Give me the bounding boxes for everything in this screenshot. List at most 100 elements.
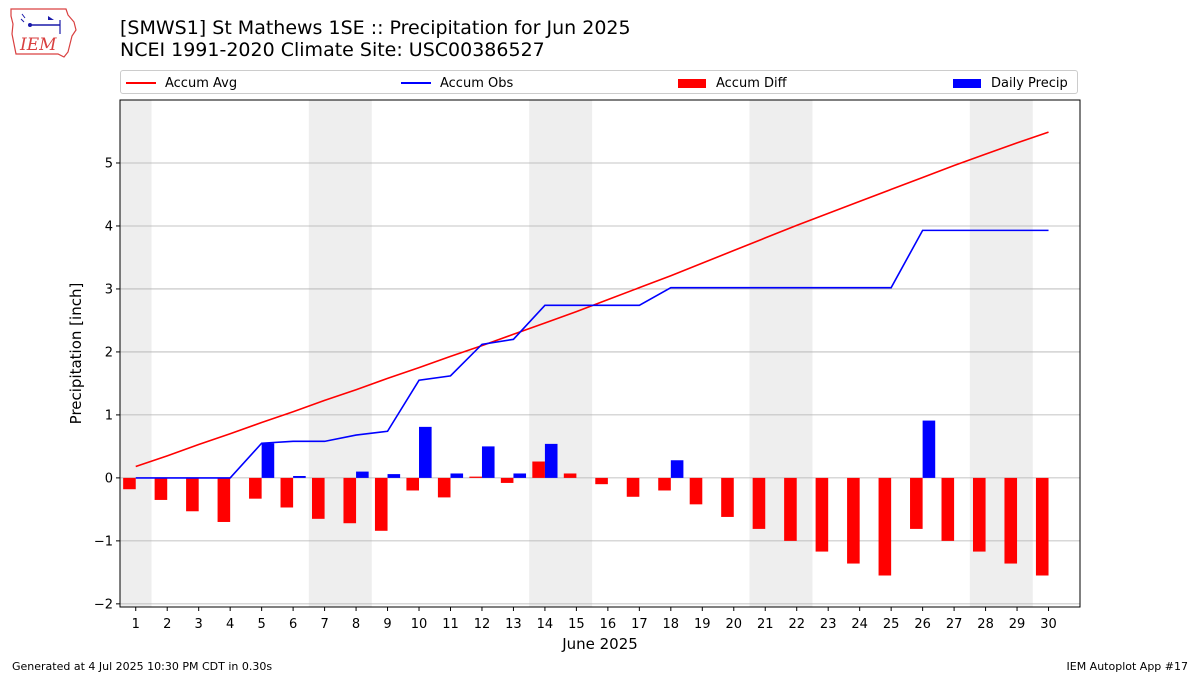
x-axis-label: June 2025 (561, 635, 638, 653)
legend-label-daily-precip: Daily Precip (991, 75, 1068, 91)
weekend-shade-4 (749, 100, 813, 607)
xtick-label-7: 7 (320, 617, 328, 632)
accum-diff-bar-18 (658, 477, 671, 491)
ytick-label-4: 2 (105, 345, 113, 360)
accum-diff-bar-3 (186, 477, 199, 512)
legend-item-accum-obs: Accum Obs (401, 73, 513, 93)
accum-diff-bar-2 (154, 477, 168, 500)
weekend-shade-1 (120, 100, 152, 607)
daily-precip-bar-14 (544, 443, 558, 478)
accum-diff-bar-17 (626, 477, 640, 497)
accum-diff-bar-22 (784, 477, 797, 541)
daily-precip-bar-5 (261, 443, 275, 478)
accum-diff-bar-7 (312, 477, 325, 519)
xtick-label-21: 21 (757, 617, 774, 632)
xtick-label-23: 23 (820, 617, 837, 632)
xtick-label-18: 18 (663, 617, 680, 632)
accum-diff-bar-14 (532, 461, 545, 478)
ytick-label-6: 4 (105, 219, 113, 234)
xtick-label-9: 9 (383, 617, 391, 632)
title-line-1: [SMWS1] St Mathews 1SE :: Precipitation … (120, 17, 631, 39)
chart-title: [SMWS1] St Mathews 1SE :: Precipitation … (120, 17, 631, 61)
weekend-shade-2 (308, 100, 372, 607)
accum-diff-bar-25 (878, 477, 892, 576)
daily-precip-bar-6 (293, 475, 306, 478)
legend-swatch-accum-avg (126, 82, 156, 84)
legend-swatch-daily-precip (953, 78, 981, 88)
weekend-shade-3 (529, 100, 593, 607)
accum-diff-bar-28 (972, 477, 986, 552)
accum-diff-bar-27 (941, 477, 955, 541)
legend-item-accum-avg: Accum Avg (126, 73, 237, 93)
accum-diff-bar-20 (721, 477, 734, 517)
xtick-label-17: 17 (631, 617, 648, 632)
legend-label-accum-diff: Accum Diff (716, 75, 787, 91)
accum-diff-bar-30 (1035, 477, 1049, 576)
accum-diff-bar-4 (217, 477, 231, 522)
legend-swatch-accum-obs (401, 82, 431, 84)
logo-text: IEM (19, 35, 57, 55)
accum-obs-line (135, 229, 1049, 479)
accum-diff-bar-9 (374, 477, 388, 531)
accum-diff-bar-26 (910, 477, 923, 529)
legend-label-accum-avg: Accum Avg (165, 75, 238, 91)
accum-diff-bar-6 (280, 477, 294, 508)
iem-iowa-logo-icon: IEM (10, 8, 77, 58)
ytick-label-3: 1 (105, 408, 113, 423)
xtick-label-8: 8 (352, 617, 360, 632)
accum-diff-bar-24 (847, 477, 860, 564)
xtick-label-20: 20 (725, 617, 742, 632)
xtick-label-27: 27 (946, 617, 963, 632)
y-axis-label: Precipitation [inch] (67, 283, 85, 425)
xtick-label-25: 25 (883, 617, 900, 632)
daily-precip-bar-9 (387, 474, 401, 478)
daily-precip-bar-12 (481, 446, 495, 478)
xtick-label-14: 14 (537, 617, 554, 632)
xtick-label-3: 3 (195, 617, 203, 632)
ytick-label-0: −2 (94, 597, 113, 612)
xtick-label-15: 15 (568, 617, 585, 632)
accum-diff-bar-29 (1004, 477, 1018, 564)
xtick-label-2: 2 (163, 617, 171, 632)
xtick-label-6: 6 (289, 617, 297, 632)
xtick-label-1: 1 (132, 617, 140, 632)
xtick-label-10: 10 (411, 617, 428, 632)
footer-generated: Generated at 4 Jul 2025 10:30 PM CDT in … (12, 660, 273, 673)
daily-precip-bar-26 (922, 420, 936, 478)
plot-frame (119, 99, 1081, 608)
xtick-label-12: 12 (474, 617, 491, 632)
legend-swatch-accum-diff (678, 78, 706, 88)
accum-diff-bar-21 (752, 477, 766, 529)
xtick-label-4: 4 (226, 617, 234, 632)
daily-precip-bar-11 (450, 473, 464, 478)
accum-diff-bar-8 (343, 477, 357, 524)
accum-diff-bar-11 (437, 477, 451, 498)
ytick-label-2: 0 (105, 471, 113, 486)
accum-diff-bar-5 (249, 477, 262, 499)
accum-diff-bar-23 (815, 477, 829, 552)
ytick-label-1: −1 (94, 534, 113, 549)
daily-precip-bar-8 (356, 471, 369, 478)
ytick-label-7: 5 (105, 156, 113, 171)
xtick-label-22: 22 (788, 617, 805, 632)
xtick-label-16: 16 (600, 617, 617, 632)
legend: Accum Avg Accum Obs Accum Diff Daily Pre… (120, 70, 1078, 94)
daily-precip-bar-18 (670, 460, 684, 478)
accum-diff-bar-13 (500, 477, 514, 483)
xtick-label-24: 24 (851, 617, 868, 632)
legend-label-accum-obs: Accum Obs (440, 75, 514, 91)
accum-diff-bar-19 (689, 477, 703, 505)
ytick-label-5: 3 (105, 282, 113, 297)
footer-app: IEM Autoplot App #17 (1066, 660, 1189, 673)
legend-item-daily-precip: Daily Precip (953, 73, 1068, 93)
legend-item-accum-diff: Accum Diff (678, 73, 787, 93)
accum-diff-bar-15 (563, 473, 577, 478)
xtick-label-30: 30 (1040, 617, 1057, 632)
title-line-2: NCEI 1991-2020 Climate Site: USC00386527 (120, 39, 545, 61)
accum-diff-bar-16 (595, 477, 608, 485)
xtick-label-26: 26 (914, 617, 931, 632)
accum-diff-bar-12 (469, 476, 482, 478)
xtick-label-13: 13 (505, 617, 522, 632)
xtick-label-28: 28 (977, 617, 994, 632)
accum-diff-bar-10 (406, 477, 420, 491)
